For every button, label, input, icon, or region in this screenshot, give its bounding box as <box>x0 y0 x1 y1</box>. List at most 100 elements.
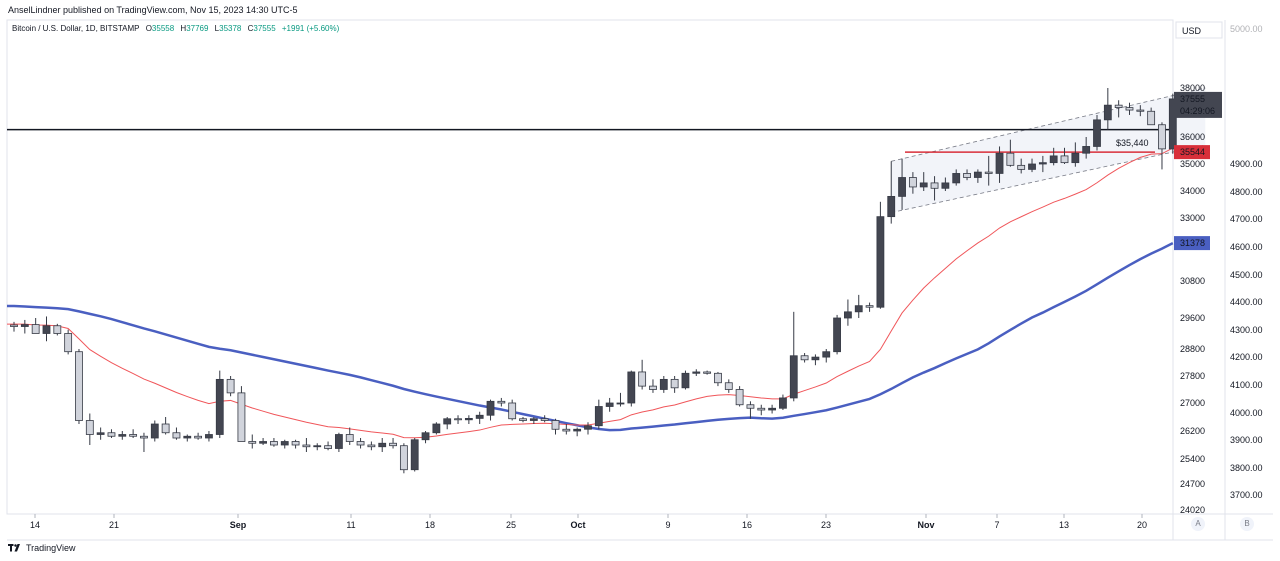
price-tick-left: 38000 <box>1180 83 1205 93</box>
publisher-text: AnselLindner published on TradingView.co… <box>8 5 298 15</box>
time-tick-label: 23 <box>821 520 831 530</box>
candle-body <box>205 434 213 439</box>
candle-body <box>291 441 300 446</box>
candle <box>1006 139 1015 167</box>
currency-box[interactable] <box>1175 21 1223 39</box>
moving-averages <box>7 147 1174 439</box>
candle-body <box>75 351 83 421</box>
candle <box>161 417 170 435</box>
candle <box>649 379 657 393</box>
candle-body <box>984 171 993 174</box>
legend-symbol: Bitcoin / U.S. Dollar, 1D, BITSTAMP <box>12 24 140 33</box>
candle-body <box>1049 155 1058 164</box>
candle <box>844 299 852 326</box>
price-tick-right: 4600.00 <box>1230 242 1263 252</box>
auto-scale-button[interactable]: A <box>1191 517 1205 531</box>
candle <box>324 441 332 451</box>
candle-body <box>443 418 452 425</box>
legend-high-label: H <box>180 24 187 33</box>
candle <box>334 432 343 452</box>
candle-body <box>389 442 397 447</box>
candle-body <box>302 444 311 448</box>
candle-body <box>270 441 278 446</box>
candle-body <box>215 378 224 435</box>
candle <box>562 424 571 435</box>
candle-body <box>735 389 744 406</box>
candle-body <box>1017 164 1026 170</box>
candle-body <box>324 445 332 449</box>
chart-legend: Bitcoin / U.S. Dollar, 1D, BITSTAMP O355… <box>12 24 339 33</box>
log-scale-button[interactable]: B <box>1240 517 1254 531</box>
price-tick-right: 4100.00 <box>1230 380 1263 390</box>
candle-body <box>410 439 419 471</box>
candle-body <box>822 351 831 358</box>
candle <box>833 314 841 355</box>
candle-body <box>844 311 852 319</box>
candle-body <box>150 423 159 439</box>
candle-body <box>833 317 841 353</box>
candle <box>356 438 365 449</box>
candle-body <box>10 324 18 327</box>
candle <box>973 169 982 183</box>
time-tick-label: 14 <box>30 520 40 530</box>
candle <box>941 177 950 191</box>
candle-body <box>605 402 614 407</box>
candle-body <box>107 432 116 437</box>
price-tick-left: 27800 <box>1180 371 1205 381</box>
support-price-value: 35544 <box>1180 147 1205 157</box>
price-tick-right: 3800.00 <box>1230 463 1263 473</box>
price-tick-left: 36000 <box>1180 132 1205 142</box>
candle-body <box>627 371 636 404</box>
candle-body <box>854 305 863 313</box>
candle-body <box>540 418 549 421</box>
plot-frame <box>6 19 1174 515</box>
candle-body <box>768 407 776 411</box>
candle-body <box>584 425 592 430</box>
candle <box>789 311 798 402</box>
candle <box>31 318 40 334</box>
channel-upper <box>891 87 1206 162</box>
candle <box>1082 137 1091 159</box>
legend-low: 35378 <box>219 24 242 33</box>
candle <box>746 401 755 419</box>
candle-body <box>1028 163 1036 170</box>
time-tick-label: Oct <box>570 520 585 530</box>
candle <box>302 438 311 452</box>
time-tick-label: 9 <box>665 520 670 530</box>
candle <box>540 415 549 423</box>
candle <box>443 417 452 430</box>
candle-body <box>562 428 571 432</box>
candle-body <box>573 428 582 432</box>
candle-body <box>1038 162 1047 165</box>
candle <box>64 329 73 355</box>
candle <box>205 431 213 442</box>
candle <box>1093 114 1101 151</box>
candle-body <box>973 171 982 178</box>
candle-body <box>659 378 668 390</box>
bar-countdown: 04:29:06 <box>1180 106 1215 116</box>
candle-body <box>454 418 462 421</box>
candle-body <box>800 355 809 361</box>
candle-body <box>638 371 647 387</box>
candle <box>1017 158 1026 174</box>
time-tick-label: 20 <box>1137 520 1147 530</box>
candle-body <box>367 444 376 448</box>
legend-close-label: C <box>247 24 254 33</box>
candle <box>1168 93 1177 154</box>
candle <box>475 411 484 424</box>
candle <box>85 413 94 445</box>
time-tick-label: 13 <box>1059 520 1069 530</box>
candle <box>670 376 679 393</box>
time-tick-label: 25 <box>506 520 516 530</box>
candle <box>995 146 1004 183</box>
price-tick-left: 34000 <box>1180 186 1205 196</box>
candle-body <box>248 441 257 444</box>
channel-lower <box>891 144 1206 213</box>
price-tick-left: 35000 <box>1180 159 1205 169</box>
candle-body <box>963 173 971 178</box>
candle <box>53 323 62 336</box>
candle <box>876 201 885 309</box>
candle <box>919 172 928 191</box>
candle-body <box>1125 107 1134 111</box>
